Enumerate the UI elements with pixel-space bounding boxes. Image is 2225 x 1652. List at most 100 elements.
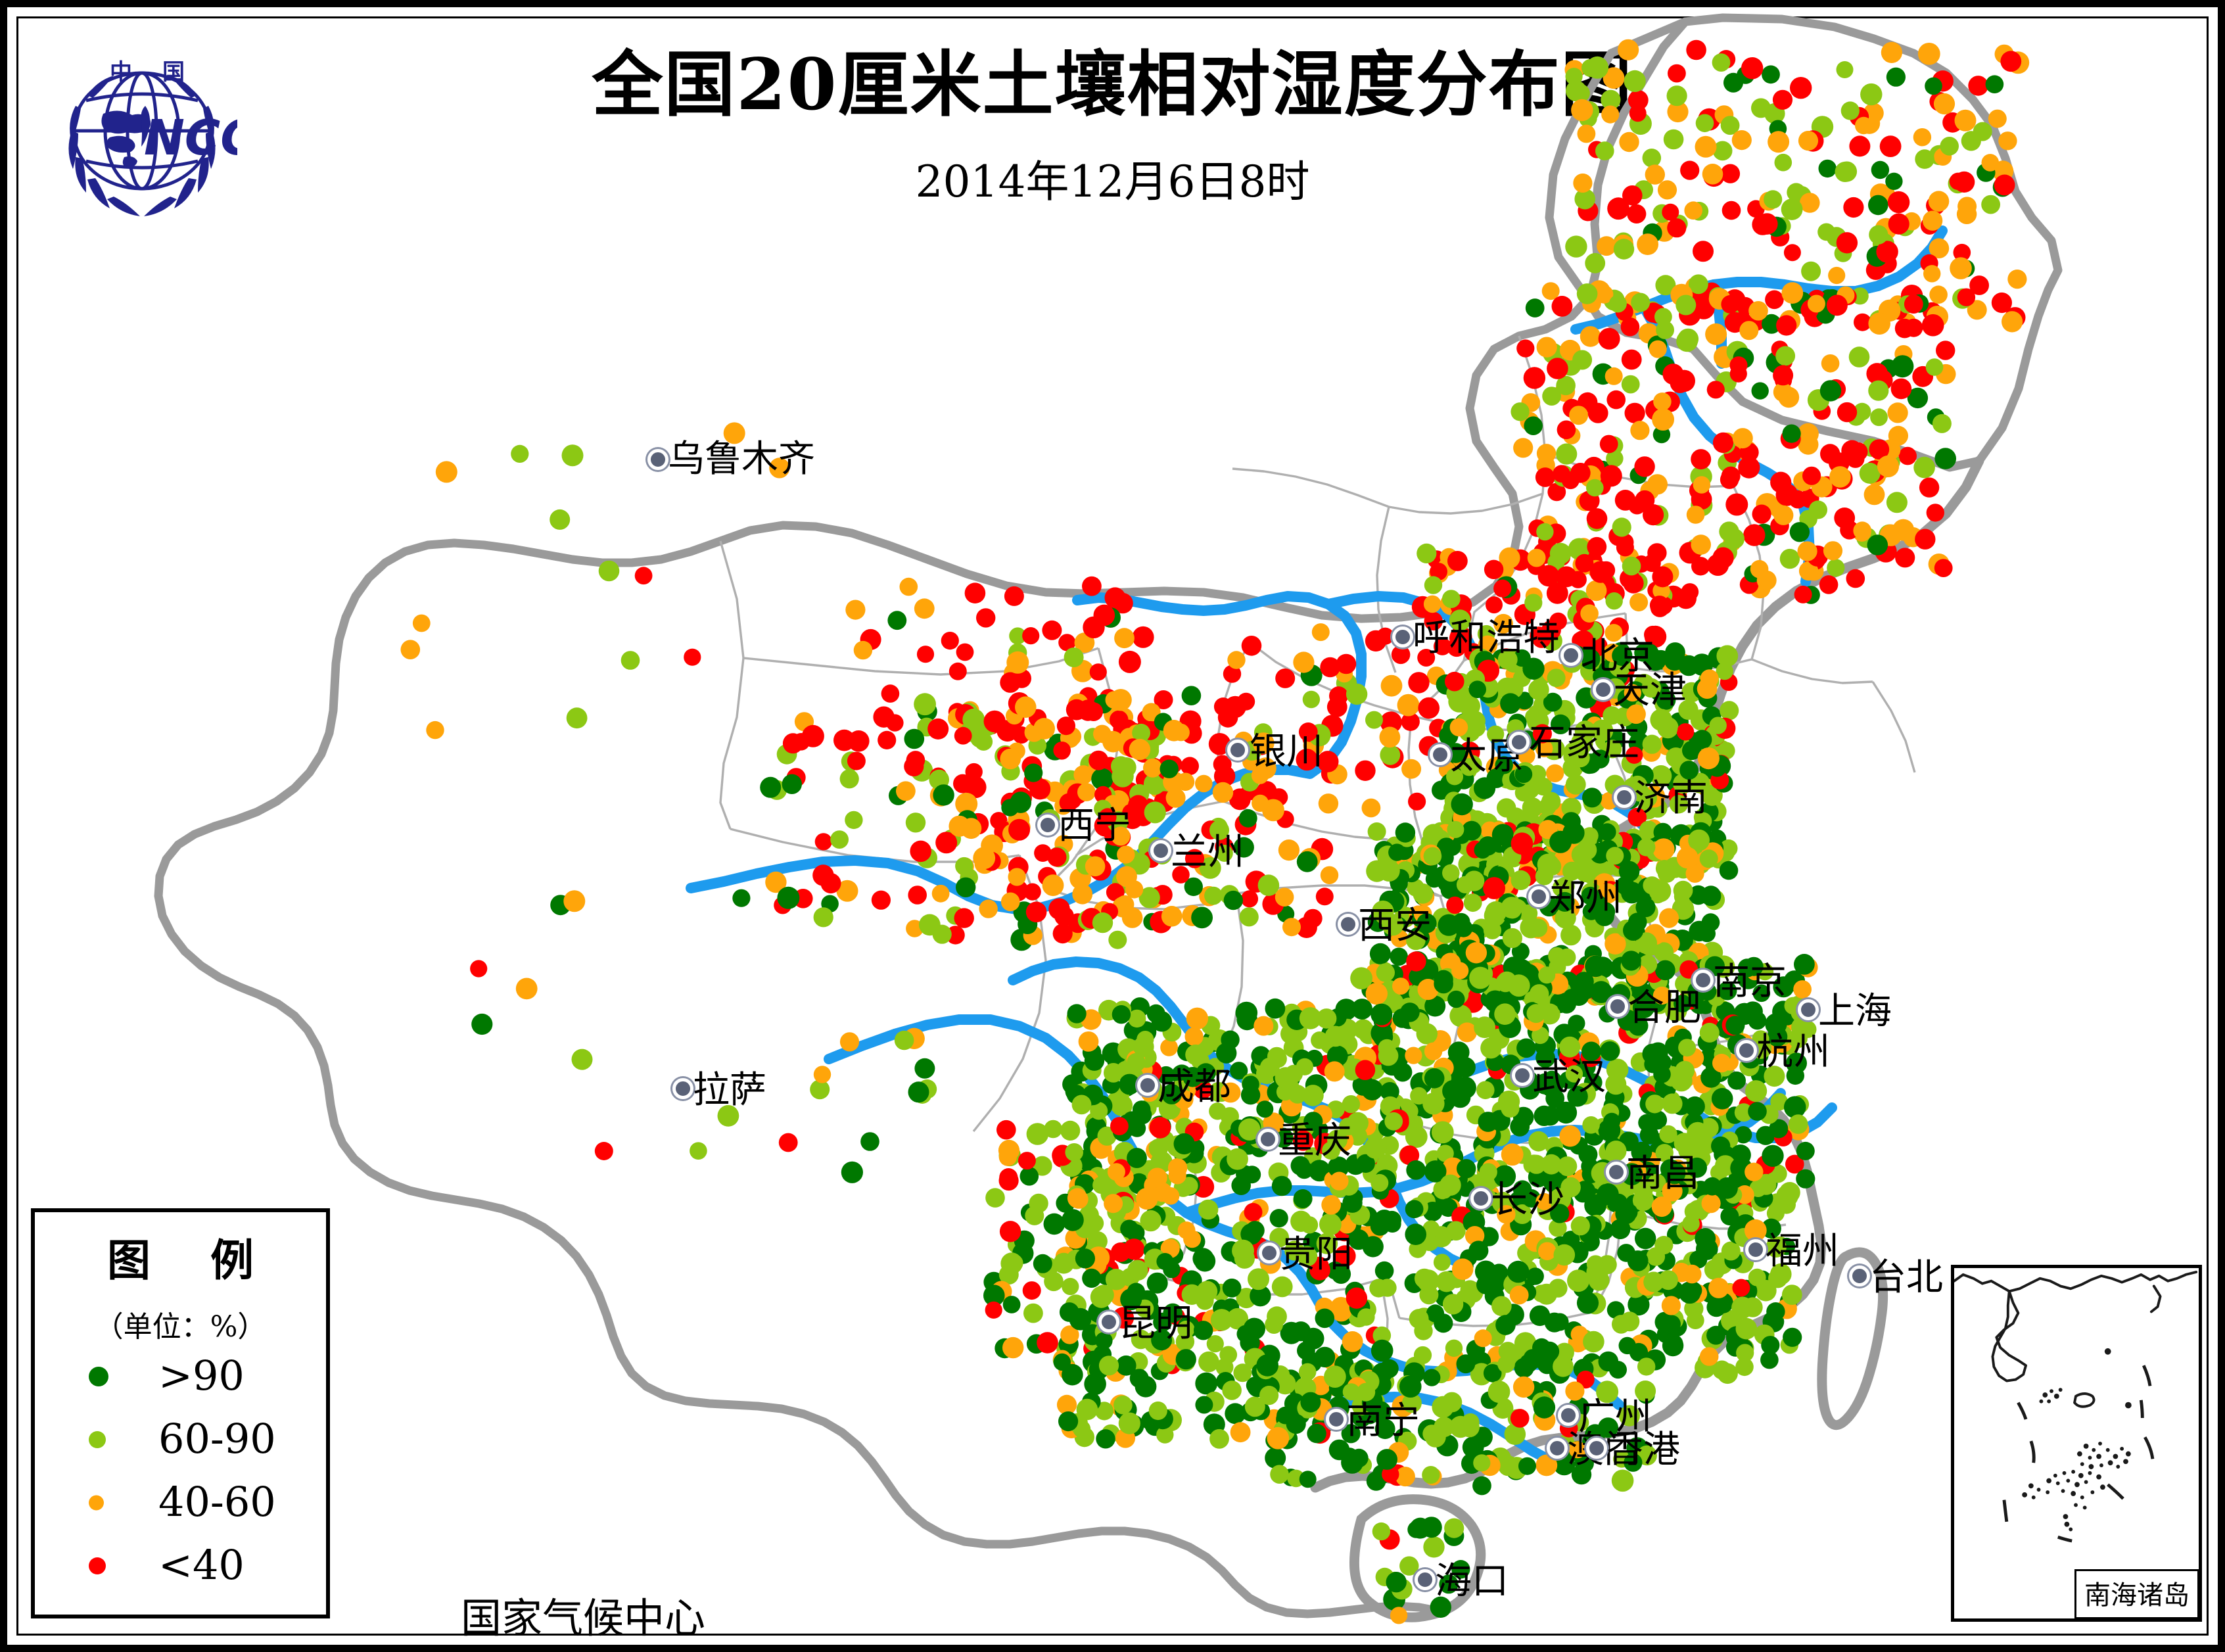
station-dot	[1604, 367, 1623, 385]
station-dot	[1311, 1031, 1328, 1049]
station-dot	[1761, 1218, 1781, 1239]
station-dot	[1525, 298, 1545, 318]
station-dot	[1708, 1277, 1729, 1298]
station-dot	[1994, 174, 2015, 196]
station-dot	[1342, 1331, 1363, 1352]
station-dot	[1934, 559, 1953, 577]
station-dot	[1687, 1157, 1708, 1178]
city-label-昆明: 昆明	[1119, 1302, 1192, 1345]
station-dot	[1574, 188, 1595, 210]
station-dot	[1302, 690, 1321, 709]
station-dot	[1819, 380, 1842, 402]
station-dot	[1457, 1022, 1477, 1043]
station-dot	[1798, 131, 1819, 151]
station-dot	[1033, 718, 1055, 740]
station-dot	[1545, 1077, 1564, 1096]
station-dot	[1209, 1102, 1227, 1120]
station-dot	[1177, 1221, 1196, 1239]
station-dot	[1449, 609, 1471, 631]
station-dot	[1500, 693, 1521, 714]
station-dot	[1634, 456, 1655, 477]
station-dot	[1357, 1382, 1376, 1402]
station-dot	[1127, 1260, 1148, 1281]
station-dot	[1926, 504, 1944, 522]
station-dot	[1439, 1574, 1459, 1594]
station-dot	[1198, 1351, 1219, 1373]
station-dot	[1022, 627, 1040, 645]
station-dot	[1399, 1145, 1420, 1166]
station-dot	[1605, 592, 1623, 610]
station-dot	[1678, 1281, 1701, 1304]
station-dot	[1743, 1001, 1763, 1022]
city-marker-icon	[1593, 679, 1614, 700]
station-dot	[1446, 896, 1464, 914]
station-dot	[1781, 1285, 1802, 1305]
city-marker-icon	[1745, 1239, 1766, 1260]
station-dot	[845, 600, 866, 620]
station-dot	[1082, 576, 1102, 596]
city-label-贵阳: 贵阳	[1279, 1233, 1353, 1276]
station-dot	[860, 1132, 879, 1151]
station-dot	[1275, 1067, 1297, 1089]
station-dot	[1433, 1254, 1451, 1271]
station-dot	[1561, 797, 1581, 818]
station-dot	[1656, 690, 1676, 710]
station-dot	[1222, 1278, 1242, 1298]
station-dot	[1538, 797, 1557, 816]
station-dot	[1524, 594, 1543, 612]
station-dot	[1147, 1168, 1167, 1188]
station-dot	[1576, 839, 1597, 861]
station-dot	[1376, 1449, 1398, 1470]
station-dot	[1180, 1177, 1198, 1195]
station-dot	[983, 1285, 1005, 1306]
station-dot	[1374, 1261, 1394, 1281]
station-dot	[1628, 1016, 1649, 1036]
station-dot	[1627, 204, 1647, 224]
station-dot	[1750, 559, 1769, 578]
station-dot	[1543, 1170, 1565, 1193]
station-dot	[1567, 1269, 1589, 1292]
station-dot	[1769, 1119, 1789, 1139]
station-dot	[1904, 295, 1923, 314]
station-dot	[1712, 53, 1731, 72]
legend-swatch-icon	[89, 1367, 108, 1386]
city-marker-icon	[1614, 787, 1635, 808]
station-dot	[1351, 999, 1372, 1020]
station-dot	[1679, 761, 1699, 780]
station-dot	[1303, 909, 1323, 928]
station-dot	[1581, 827, 1599, 845]
station-dot	[1890, 378, 1912, 400]
station-dot	[1829, 466, 1851, 488]
station-dot	[1868, 195, 1888, 216]
station-dot	[1104, 1194, 1123, 1214]
station-dot	[1725, 493, 1748, 516]
station-dot	[970, 727, 991, 748]
station-dot	[1697, 678, 1718, 699]
station-dot	[1307, 1423, 1326, 1444]
city-marker-icon	[1392, 626, 1413, 648]
station-dot	[1256, 1354, 1278, 1377]
legend-item-label: 40-60	[158, 1478, 276, 1526]
station-dot	[1565, 80, 1587, 102]
station-dot	[1549, 1188, 1572, 1210]
station-dot	[732, 889, 751, 907]
station-dot	[1107, 1163, 1125, 1181]
station-dot	[998, 1139, 1020, 1162]
station-dot	[1380, 1082, 1399, 1101]
station-dot	[1559, 1125, 1581, 1147]
station-dot	[1365, 982, 1388, 1005]
station-dot	[1720, 164, 1741, 183]
station-dot	[690, 1142, 707, 1160]
station-dot	[1540, 1106, 1560, 1126]
station-dot	[1071, 1095, 1092, 1115]
station-dot	[1536, 523, 1554, 541]
station-dot	[955, 792, 978, 815]
station-dot	[914, 1058, 935, 1079]
station-dot	[954, 726, 972, 745]
station-dot	[1801, 261, 1821, 281]
station-dot	[1451, 962, 1469, 979]
station-dot	[1556, 443, 1578, 465]
station-dot	[1748, 301, 1768, 321]
city-marker-icon	[672, 1078, 693, 1099]
station-dot	[1406, 951, 1426, 972]
